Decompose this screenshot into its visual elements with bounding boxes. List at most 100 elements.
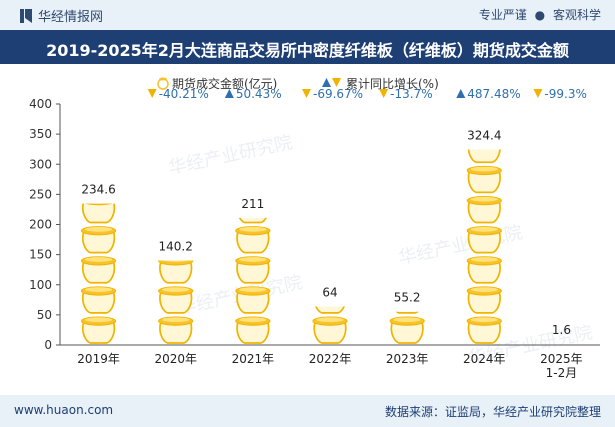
footer-url: www.huaon.com	[14, 403, 114, 417]
growth-label: -13.7%	[379, 87, 433, 101]
bar-partial	[81, 197, 116, 224]
money-pot-icon	[80, 286, 117, 314]
pot-coins	[470, 257, 498, 262]
pot-coins	[470, 226, 498, 232]
tagline-right: 客观科学	[552, 8, 601, 22]
money-pot-icon	[80, 316, 117, 344]
pot-coins	[470, 287, 498, 292]
value-label: 64	[322, 285, 337, 299]
pot-coins	[470, 196, 498, 202]
pot-body	[313, 321, 347, 344]
growth-value-label: -40.21%	[159, 87, 209, 101]
pot-body	[81, 231, 116, 254]
growth-down-arrow-icon	[533, 89, 543, 98]
tagline: 专业严谨 ● 客观科学	[479, 6, 601, 23]
up-down-triangle-icon	[322, 78, 341, 87]
pot-coins	[239, 226, 267, 232]
tagline-separator: ●	[534, 8, 546, 22]
growth-value-label: -99.3%	[544, 87, 586, 101]
pot-coins	[84, 287, 113, 292]
pot-body	[159, 291, 193, 314]
y-tick-label: 150	[29, 248, 52, 262]
money-pot-icon	[314, 306, 346, 314]
chart-title: 2019-2025年2月大连商品交易所中密度纤维板（纤维板）期货成交金额	[46, 41, 569, 60]
growth-value-label: -69.67%	[313, 87, 363, 101]
brand: 华经情报网	[20, 6, 103, 25]
x-tick-label: 2023年	[386, 352, 429, 366]
bar	[389, 311, 425, 344]
money-pot-icon	[158, 286, 194, 314]
x-tick-label: 2020年	[154, 352, 197, 366]
y-tick-label: 200	[29, 218, 52, 232]
pot-coins	[239, 257, 267, 262]
pot-body	[238, 217, 267, 224]
money-pot-icon	[312, 316, 348, 344]
value-label: 140.2	[159, 240, 193, 254]
money-pot-icon	[80, 256, 117, 284]
money-pot-icon	[81, 197, 116, 224]
x-tick-label: 2019年	[77, 352, 120, 366]
pot-rim	[85, 203, 113, 206]
growth-label: 487.48%	[456, 87, 521, 101]
money-pot-icon	[389, 316, 425, 344]
growth-label: -69.67%	[302, 87, 363, 101]
money-pot-icon	[466, 226, 502, 254]
legend-pot-rim	[159, 77, 167, 81]
value-label: 1.6	[552, 323, 571, 337]
growth-up-arrow-icon	[224, 89, 234, 98]
money-pot-icon	[395, 311, 419, 314]
x-tick-label: 2025年	[540, 352, 583, 366]
pot-body	[159, 321, 193, 344]
bar-partial	[395, 311, 419, 314]
pot-body	[236, 321, 270, 344]
pot-body	[467, 149, 501, 164]
pot-coins	[84, 226, 113, 232]
pot-rim	[158, 260, 194, 266]
y-tick-label: 250	[29, 187, 52, 201]
y-tick-label: 50	[37, 308, 52, 322]
pot-coins	[239, 317, 267, 323]
growth-label: -99.3%	[533, 87, 587, 101]
pot-body	[81, 291, 116, 314]
money-pot-icon	[80, 226, 117, 254]
pot-body	[467, 261, 501, 284]
value-label: 234.6	[81, 183, 115, 197]
footer-source: 数据来源：证监局，华经产业研究院整理	[384, 405, 601, 419]
pot-coins	[84, 257, 113, 262]
money-pot-icon	[158, 260, 194, 284]
growth-up-arrow-icon	[456, 89, 466, 98]
pot-coins	[84, 317, 113, 323]
bar-chart: 华经产业研究院华经产业研究院华经产业研究院华经产业研究院050100150200…	[29, 76, 600, 380]
money-pot-icon	[238, 217, 267, 224]
money-pot-icon	[466, 165, 502, 194]
money-pot-icon	[467, 149, 501, 164]
x-tick-label: 2022年	[309, 352, 352, 366]
money-pot-icon	[466, 316, 502, 344]
value-label: 324.4	[467, 129, 501, 143]
money-pot-icon	[157, 77, 169, 90]
pot-body	[236, 261, 270, 284]
pot-coins	[470, 166, 498, 172]
pot-coins	[548, 317, 575, 322]
pot-body	[467, 321, 501, 344]
legend-triangle-up	[322, 78, 331, 87]
pot-body	[159, 261, 193, 284]
pot-body	[314, 306, 346, 314]
growth-label: 50.43%	[224, 87, 282, 101]
y-tick-label: 100	[29, 278, 52, 292]
y-tick-label: 300	[29, 157, 52, 171]
pot-body	[395, 311, 419, 314]
bar-partial	[467, 149, 501, 164]
pot-body	[467, 201, 501, 224]
pot-body	[467, 170, 501, 194]
bar-partial	[238, 217, 267, 224]
watermark-text: 华经产业研究院	[397, 222, 525, 269]
brand-logo-icon	[20, 8, 32, 23]
growth-value-label: -13.7%	[390, 87, 432, 101]
pot-coins	[85, 197, 112, 202]
bar	[235, 217, 271, 344]
money-pot-icon	[466, 286, 502, 314]
growth-value-label: 487.48%	[467, 87, 520, 101]
title-bar: 2019-2025年2月大连商品交易所中密度纤维板（纤维板）期货成交金额	[0, 30, 615, 64]
y-tick-label: 400	[29, 97, 52, 111]
